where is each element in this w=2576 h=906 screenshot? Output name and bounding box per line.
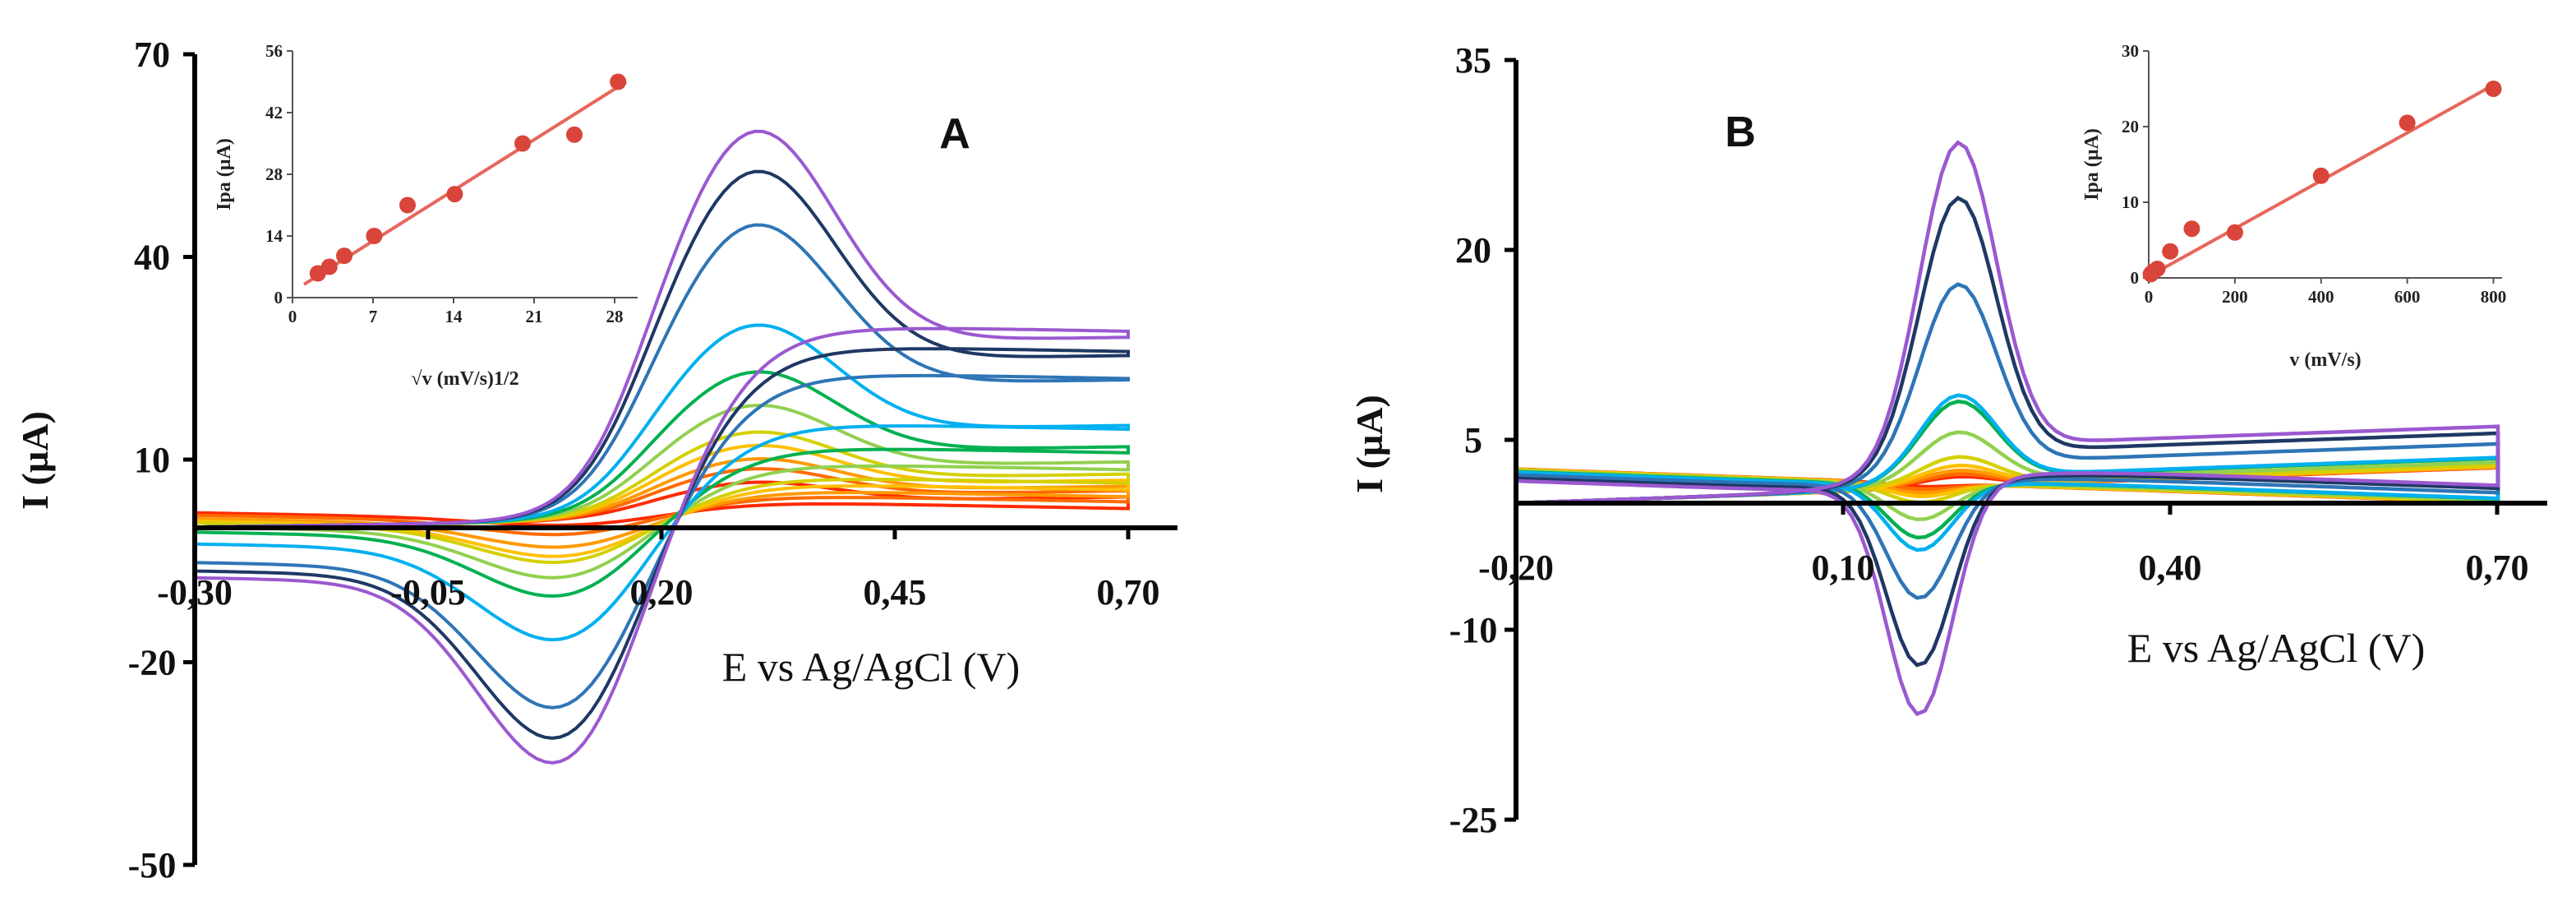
panel-title: A [939,110,970,158]
inset-data-point [2226,224,2243,241]
inset-x-tick-label: 200 [2222,287,2248,307]
cv-curve-cv11 [1514,140,2500,717]
inset-y-tick-label: 10 [2122,192,2139,212]
x-tick-label: -0,05 [390,572,466,612]
inset-y-tick-label: 42 [265,103,283,122]
x-tick-label: -0,30 [157,572,233,612]
inset-x-axis-label: √v (mV/s)1/2 [411,368,518,390]
inset-x-tick-label: 0 [288,307,297,326]
inset-x-tick-label: 600 [2394,287,2421,307]
inset-x-tick-label: 14 [445,307,463,326]
inset-data-point [514,135,531,152]
inset-plot: 0 14 28 42 56 0 7 14 21 28 √v (mV/s)1/2 Ipa (µA) [214,41,638,390]
y-axis-label: I (µA) [14,411,56,510]
y-tick-label: -25 [1449,800,1498,840]
inset-data-point [320,258,338,275]
inset-data-point [446,186,463,203]
y-tick-label: 35 [1455,40,1491,81]
y-tick-label: -50 [128,845,177,885]
cv-curve-cv11 [193,129,1130,765]
y-tick-label: 10 [134,440,170,480]
inset-y-tick-label: 0 [2131,268,2140,288]
inset-data-point [2485,81,2502,97]
y-tick-label: 40 [134,238,170,278]
inset-x-tick-label: 0 [2145,287,2154,307]
inset-y-tick-label: 20 [2122,117,2139,136]
inset-x-axis-label: v (mV/s) [2289,349,2361,371]
inset-x-tick-label: 21 [526,307,543,326]
inset-y-axis-label: Ipa (µA) [2081,128,2103,201]
inset-data-point [336,247,353,265]
x-tick-label: 0,40 [2139,548,2202,588]
inset-y-axis-label: Ipa (µA) [214,138,235,210]
x-tick-label: 0,10 [1812,548,1875,588]
x-axis-label: E vs Ag/AgCl (V) [2127,625,2426,671]
inset-data-point [2399,114,2416,132]
y-tick-label: 70 [134,35,170,75]
inset-plot: 0 10 20 30 0 200 400 600 800 v (mV/s) Ipa (µA) [2081,41,2506,371]
y-tick-label: 5 [1464,420,1482,460]
inset-data-point [2312,167,2329,184]
inset-y-tick-label: 56 [265,41,283,61]
y-tick-label: -10 [1449,610,1498,650]
y-axis-label: I (µA) [1348,395,1390,493]
inset-data-point [366,228,383,244]
inset-data-point [610,73,627,90]
inset-y-tick-label: 14 [265,226,283,246]
inset-fit-line [302,80,628,286]
x-tick-label: 0,20 [630,572,694,612]
x-tick-label: 0,70 [2466,548,2529,588]
inset-data-point [2162,243,2179,260]
inset-x-tick-label: 28 [606,307,624,326]
inset-y-tick-label: 0 [274,288,283,307]
inset-y-tick-label: 30 [2122,41,2139,61]
inset-data-point [2183,220,2200,238]
inset-data-point [2149,260,2166,277]
y-tick-label: -20 [128,643,177,683]
cv-curve-cv9 [1514,282,2500,600]
x-tick-label: 0,45 [864,572,927,612]
chart-panel-b: 35 20 5 -10 -25 -0,20 0,10 0,40 0,70 E vs Ag/AgCl… [1348,40,2547,840]
y-tick-label: 20 [1455,230,1491,270]
inset-y-tick-label: 28 [265,164,283,184]
x-tick-label: 0,70 [1097,572,1160,612]
inset-data-point [399,196,416,214]
inset-x-tick-label: 800 [2481,287,2507,307]
x-axis-label: E vs Ag/AgCl (V) [722,644,1021,690]
x-tick-label: -0,20 [1478,548,1554,588]
inset-x-tick-label: 400 [2308,287,2334,307]
inset-data-point [566,126,583,143]
panel-title: B [1725,109,1756,156]
inset-x-tick-label: 7 [369,307,378,326]
